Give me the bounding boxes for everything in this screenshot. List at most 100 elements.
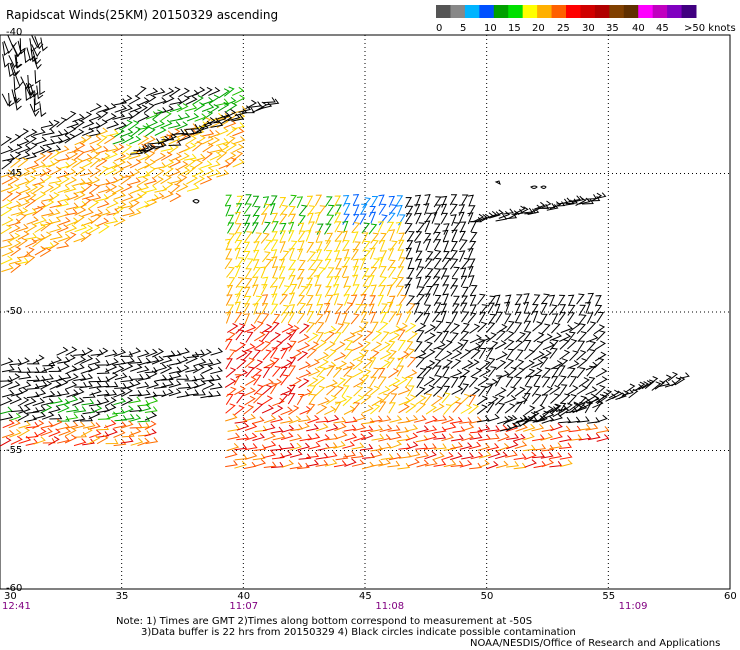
wind-barb xyxy=(513,433,526,442)
wind-barb xyxy=(296,196,304,209)
wind-barb xyxy=(238,105,252,113)
wind-barb xyxy=(361,222,371,234)
wind-barb xyxy=(308,441,321,450)
wind-barb xyxy=(307,415,320,424)
wind-barb xyxy=(26,383,40,390)
wind-barb xyxy=(169,183,181,194)
wind-barb xyxy=(523,393,531,405)
wind-barb xyxy=(152,120,165,130)
wind-barb xyxy=(387,259,396,271)
wind-barb xyxy=(369,450,383,459)
wind-barb xyxy=(360,374,370,386)
wind-barb xyxy=(575,404,588,412)
wind-barb xyxy=(113,429,126,438)
wind-barb xyxy=(178,95,191,105)
wind-barb xyxy=(251,349,262,361)
wind-barb xyxy=(378,385,391,395)
wind-barb xyxy=(451,311,459,323)
wind-barb xyxy=(433,443,447,450)
wind-barb xyxy=(540,313,548,325)
wind-barb xyxy=(524,459,537,468)
wind-barb xyxy=(112,143,125,153)
wind-barb xyxy=(576,358,588,369)
wind-barb xyxy=(130,437,144,446)
legend-label: 0 xyxy=(436,23,442,34)
wind-barb xyxy=(333,441,346,449)
wind-barb xyxy=(58,427,71,436)
wind-barb xyxy=(235,203,243,215)
wind-barb xyxy=(360,285,370,297)
wind-barb xyxy=(217,101,230,112)
wind-barb xyxy=(236,433,250,441)
wind-barb xyxy=(405,205,414,217)
wind-barb xyxy=(209,151,222,161)
wind-barb xyxy=(1,247,14,257)
wind-barb xyxy=(192,153,206,162)
wind-barb xyxy=(137,176,149,186)
wind-barb xyxy=(414,204,421,216)
wind-barb xyxy=(9,133,21,144)
wind-barb xyxy=(314,211,321,224)
wind-barb xyxy=(495,424,508,433)
wind-barb xyxy=(335,258,343,270)
wind-barb xyxy=(145,94,157,105)
wind-barb xyxy=(128,379,141,389)
wind-barb xyxy=(161,190,174,200)
wind-barb xyxy=(506,433,520,440)
wind-barb xyxy=(261,384,273,396)
wind-barb xyxy=(65,421,79,429)
wind-barb xyxy=(2,191,14,202)
wind-barb xyxy=(40,145,53,155)
wind-barb xyxy=(96,146,109,155)
wind-barb xyxy=(461,423,475,432)
wind-barb xyxy=(333,283,340,296)
wind-barb xyxy=(48,158,60,168)
wind-barb xyxy=(486,357,496,369)
wind-barb xyxy=(352,325,365,335)
wind-barb xyxy=(307,251,317,263)
wind-barb xyxy=(242,303,251,315)
legend-swatch xyxy=(594,5,610,18)
wind-barb xyxy=(0,406,13,415)
wind-barb xyxy=(1,93,12,107)
wind-barb xyxy=(307,332,319,343)
wind-barb xyxy=(201,167,215,177)
wind-barb xyxy=(106,129,119,137)
wind-barb xyxy=(29,103,40,117)
wind-barb xyxy=(280,359,293,370)
wind-barb xyxy=(41,363,54,373)
wind-barb xyxy=(25,87,32,101)
wind-barb xyxy=(232,158,245,168)
wind-barb xyxy=(369,295,376,307)
wind-barb xyxy=(113,421,127,429)
wind-barb xyxy=(232,136,246,145)
wind-barb xyxy=(169,158,182,168)
wind-barb xyxy=(567,416,581,424)
wind-barb xyxy=(452,295,460,307)
wind-barb xyxy=(549,403,560,413)
wind-barb xyxy=(8,184,21,194)
wind-barb xyxy=(56,199,70,208)
wind-barb xyxy=(122,208,136,217)
wind-barb xyxy=(333,275,340,288)
wind-barb xyxy=(593,324,606,335)
wind-barb xyxy=(352,351,365,362)
wind-barb xyxy=(113,152,127,162)
wind-barb xyxy=(287,205,296,217)
wind-barb xyxy=(23,247,35,258)
wind-barb xyxy=(638,381,649,391)
wind-barb xyxy=(0,224,13,235)
wind-barb xyxy=(36,85,44,100)
wind-barb xyxy=(17,137,30,147)
wind-barb xyxy=(10,191,22,202)
wind-barb xyxy=(39,81,46,96)
wind-barb xyxy=(251,416,265,425)
wind-barb xyxy=(540,451,554,459)
wind-barb xyxy=(65,413,79,421)
wind-barb xyxy=(405,376,414,388)
wind-barb xyxy=(113,128,125,138)
legend-label: 35 xyxy=(606,23,619,34)
wind-barb xyxy=(415,258,423,271)
wind-barb xyxy=(307,268,317,280)
